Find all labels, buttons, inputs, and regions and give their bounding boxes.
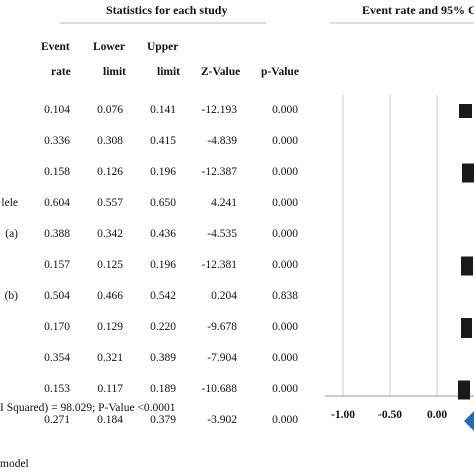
cell-event-rate: 0.158 (44, 166, 70, 178)
cell-event-rate: 0.604 (44, 197, 70, 209)
cell-lower-limit: 0.184 (97, 414, 123, 426)
row-label: lele (1, 197, 18, 209)
cell-z-value: -3.902 (207, 414, 237, 426)
row-label: (a) (5, 228, 18, 240)
row-label: (b) (4, 290, 18, 302)
cell-event-rate: 0.153 (44, 383, 70, 395)
cell-z-value: -9.678 (207, 321, 237, 333)
cell-z-value: -12.381 (201, 259, 237, 271)
study-marker (461, 318, 472, 338)
cell-p-value: 0.000 (272, 135, 298, 147)
cell-z-value: 0.204 (211, 290, 237, 302)
cell-p-value: 0.000 (272, 321, 298, 333)
cell-z-value: -10.688 (201, 383, 237, 395)
cell-upper-limit: 0.196 (150, 166, 176, 178)
cell-lower-limit: 0.076 (97, 104, 123, 116)
plot-title: Event rate and 95% C (362, 3, 474, 17)
cell-p-value: 0.000 (272, 383, 298, 395)
cell-lower-limit: 0.117 (97, 383, 123, 395)
cell-upper-limit: 0.436 (150, 228, 176, 240)
cell-lower-limit: 0.557 (97, 197, 123, 209)
col-z-value: Z-Value (201, 66, 241, 78)
cell-lower-limit: 0.342 (97, 228, 123, 240)
cell-upper-limit: 0.141 (150, 104, 176, 116)
cell-lower-limit: 0.466 (97, 290, 123, 302)
cell-event-rate: 0.504 (44, 290, 70, 302)
heterogeneity-text: I Squared) = 98.029; P-Value <0.0001 (0, 402, 176, 414)
study-marker (462, 163, 474, 183)
cell-z-value: 4.241 (211, 197, 237, 209)
model-label: model (0, 458, 29, 470)
cell-p-value: 0.000 (272, 228, 298, 240)
col-event-top: Event (41, 41, 70, 53)
col-lower-bottom: limit (103, 66, 126, 78)
study-marker (461, 256, 473, 276)
study-marker (458, 380, 470, 400)
x-tick-label: -0.50 (378, 409, 402, 421)
cell-upper-limit: 0.189 (150, 383, 176, 395)
cell-upper-limit: 0.196 (150, 259, 176, 271)
cell-event-rate: 0.170 (44, 321, 70, 333)
cell-p-value: 0.000 (272, 197, 298, 209)
cell-z-value: -4.839 (207, 135, 237, 147)
cell-event-rate: 0.354 (44, 352, 70, 364)
summary-diamond (464, 411, 474, 431)
cell-upper-limit: 0.389 (150, 352, 176, 364)
cell-upper-limit: 0.650 (150, 197, 176, 209)
cell-z-value: -12.193 (201, 104, 237, 116)
cell-p-value: 0.000 (272, 166, 298, 178)
cell-p-value: 0.000 (272, 414, 298, 426)
cell-p-value: 0.838 (272, 290, 298, 302)
cell-event-rate: 0.336 (44, 135, 70, 147)
cell-z-value: -7.904 (207, 352, 237, 364)
col-upper-bottom: limit (157, 66, 180, 78)
cell-upper-limit: 0.542 (150, 290, 176, 302)
cell-lower-limit: 0.129 (97, 321, 123, 333)
cell-z-value: -12.387 (201, 166, 237, 178)
cell-upper-limit: 0.415 (150, 135, 176, 147)
col-lower-top: Lower (93, 41, 125, 53)
cell-p-value: 0.000 (272, 352, 298, 364)
study-marker (459, 104, 472, 118)
col-p-value: p-Value (261, 66, 299, 78)
cell-p-value: 0.000 (272, 104, 298, 116)
cell-lower-limit: 0.126 (97, 166, 123, 178)
cell-lower-limit: 0.125 (97, 259, 123, 271)
cell-p-value: 0.000 (272, 259, 298, 271)
col-upper-top: Upper (147, 41, 179, 53)
cell-upper-limit: 0.379 (150, 414, 176, 426)
stats-title: Statistics for each study (106, 3, 228, 17)
cell-event-rate: 0.388 (44, 228, 70, 240)
cell-event-rate: 0.104 (44, 104, 70, 116)
cell-upper-limit: 0.220 (150, 321, 176, 333)
col-event-bottom: rate (51, 66, 71, 78)
cell-event-rate: 0.157 (44, 259, 70, 271)
cell-z-value: -4.535 (207, 228, 237, 240)
cell-event-rate: 0.271 (44, 414, 70, 426)
x-tick-label: 0.00 (427, 409, 447, 421)
x-tick-label: -1.00 (331, 409, 355, 421)
cell-lower-limit: 0.308 (97, 135, 123, 147)
cell-lower-limit: 0.321 (97, 352, 123, 364)
